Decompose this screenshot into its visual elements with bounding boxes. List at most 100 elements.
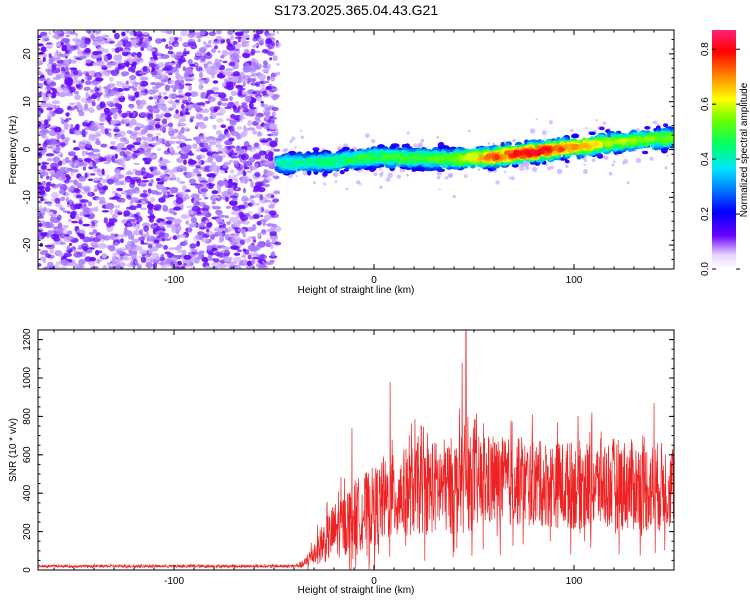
- heatmap-noise-blob: [230, 114, 236, 119]
- heatmap-noise-blob: [105, 202, 115, 210]
- heatmap-noise-blob: [134, 239, 139, 243]
- heatmap-noise-blob: [98, 122, 105, 126]
- heatmap-noise-blob: [168, 93, 176, 99]
- heatmap-noise-blob: [94, 77, 104, 82]
- heatmap-noise-blob: [175, 109, 179, 114]
- heatmap-noise-blob: [176, 146, 181, 149]
- heatmap-sparse-dot: [406, 131, 410, 135]
- heatmap-noise-blob: [240, 131, 247, 138]
- heatmap-noise-blob: [179, 181, 186, 184]
- heatmap-noise-blob: [184, 138, 193, 141]
- heatmap-noise-blob: [146, 231, 150, 238]
- heatmap-noise-blob: [253, 202, 261, 206]
- heatmap-ridge-blob: [571, 133, 580, 139]
- heatmap-noise-blob: [168, 140, 176, 145]
- heatmap-noise-blob: [39, 256, 46, 261]
- heatmap-noise-blob: [131, 69, 136, 73]
- heatmap-noise-blob: [271, 72, 278, 77]
- heatmap-noise-blob: [250, 48, 256, 55]
- heatmap-noise-blob: [267, 118, 275, 125]
- heatmap-noise-blob: [159, 175, 167, 178]
- heatmap-noise-blob: [49, 209, 55, 213]
- heatmap-noise-blob: [71, 246, 77, 251]
- heatmap-noise-blob: [206, 152, 212, 156]
- heatmap-noise-blob: [196, 102, 206, 106]
- heatmap-sparse-dot: [413, 143, 418, 148]
- heatmap-noise-blob: [180, 30, 189, 37]
- heatmap-noise-blob: [254, 50, 261, 54]
- heatmap-noise-blob: [157, 105, 164, 110]
- heatmap-sparse-dot: [436, 136, 440, 139]
- heatmap-noise-blob: [97, 141, 101, 146]
- heatmap-ridge-blob: [296, 158, 301, 166]
- heatmap-noise-blob: [163, 245, 168, 250]
- heatmap-noise-blob: [230, 90, 238, 97]
- heatmap-noise-blob: [215, 209, 223, 216]
- heatmap-noise-blob: [136, 221, 140, 225]
- heatmap-noise-blob: [121, 112, 128, 119]
- heatmap-noise-blob: [95, 235, 105, 239]
- heatmap-noise-blob: [235, 100, 239, 107]
- heatmap-noise-blob: [221, 246, 231, 250]
- heatmap-noise-blob: [80, 79, 85, 82]
- heatmap-noise-blob: [251, 258, 256, 265]
- heatmap-noise-blob: [151, 155, 157, 158]
- heatmap-noise-blob: [146, 44, 153, 52]
- heatmap-noise-blob: [199, 79, 205, 84]
- heatmap-noise-blob: [252, 44, 256, 48]
- heatmap-sparse-dot: [565, 164, 569, 169]
- heatmap-noise-blob: [153, 95, 158, 100]
- heatmap-sparse-dot: [513, 138, 516, 142]
- heatmap-noise-blob: [175, 73, 181, 80]
- heatmap-sparse-dot: [585, 126, 588, 130]
- heatmap-noise-blob: [114, 242, 119, 246]
- heatmap-noise-blob: [176, 95, 184, 98]
- heatmap-noise-blob: [185, 220, 190, 225]
- heatmap-noise-blob: [167, 122, 174, 128]
- heatmap-noise-blob: [184, 92, 192, 97]
- heatmap-noise-blob: [230, 169, 235, 174]
- heatmap-noise-blob: [177, 89, 183, 94]
- heatmap-noise-blob: [207, 146, 212, 152]
- heatmap-noise-blob: [189, 261, 194, 267]
- heatmap-noise-blob: [94, 71, 102, 79]
- heatmap-noise-blob: [46, 244, 55, 250]
- heatmap-noise-blob: [151, 252, 160, 258]
- heatmap-noise-blob: [38, 34, 43, 39]
- heatmap-noise-blob: [235, 173, 240, 177]
- heatmap-noise-blob: [208, 96, 216, 103]
- heatmap-noise-blob: [74, 80, 82, 85]
- heatmap-noise-blob: [194, 55, 201, 61]
- heatmap-noise-blob: [270, 41, 275, 47]
- heatmap-noise-blob: [262, 220, 267, 227]
- heatmap-noise-blob: [46, 207, 51, 214]
- heatmap-noise-blob: [63, 119, 69, 123]
- heatmap-noise-blob: [208, 40, 212, 44]
- heatmap-noise-blob: [77, 265, 86, 268]
- heatmap-noise-blob: [238, 116, 246, 120]
- heatmap-noise-blob: [148, 96, 154, 100]
- heatmap-noise-blob: [51, 192, 59, 199]
- heatmap-noise-blob: [85, 99, 94, 104]
- heatmap-noise-blob: [268, 123, 278, 130]
- heatmap-noise-blob: [232, 221, 241, 228]
- heatmap-noise-blob: [127, 188, 137, 194]
- heatmap-noise-blob: [104, 73, 110, 77]
- heatmap-noise-blob: [154, 127, 161, 131]
- heatmap-noise-blob: [46, 46, 53, 49]
- heatmap-sparse-dot: [300, 135, 305, 139]
- heatmap-noise-blob: [195, 66, 203, 72]
- heatmap-noise-blob: [120, 71, 130, 76]
- heatmap-noise-blob: [64, 30, 71, 35]
- heatmap-noise-blob: [38, 53, 42, 57]
- heatmap-sparse-dot: [531, 166, 538, 173]
- heatmap-noise-blob: [174, 43, 179, 47]
- heatmap-noise-blob: [195, 122, 200, 128]
- heatmap-noise-blob: [207, 138, 214, 144]
- heatmap-noise-blob: [206, 51, 211, 56]
- heatmap-noise-blob: [187, 41, 197, 47]
- heatmap-ridge-blob: [604, 141, 612, 148]
- heatmap-noise-blob: [84, 80, 93, 86]
- heatmap-noise-blob: [199, 47, 207, 53]
- heatmap-noise-blob: [169, 186, 179, 194]
